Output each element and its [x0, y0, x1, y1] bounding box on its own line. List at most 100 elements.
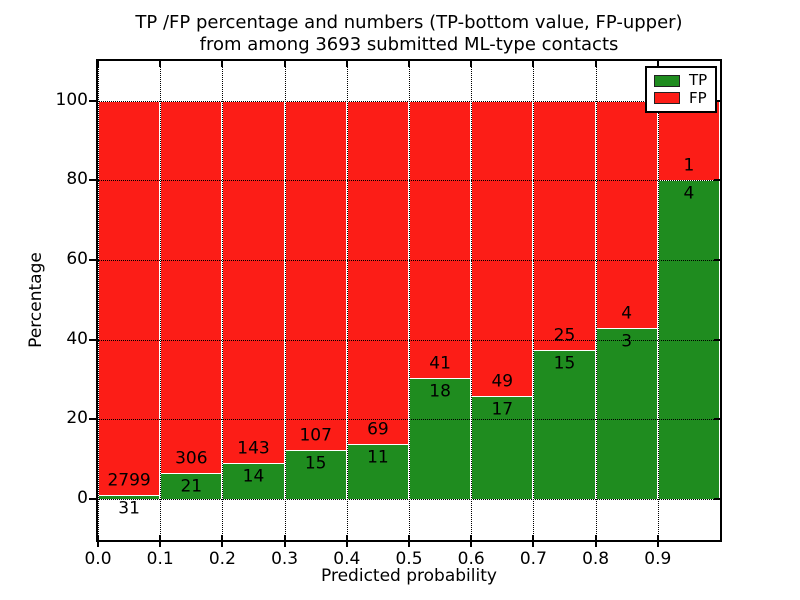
y-tick-label: 40	[66, 328, 88, 349]
y-tick-mark-right	[714, 99, 720, 102]
fp-bar-segment	[160, 100, 223, 474]
fp-count-label: 2799	[107, 470, 151, 491]
fp-count-label: 69	[367, 419, 389, 440]
tp-count-label: 11	[367, 447, 389, 468]
y-tick-mark	[89, 179, 98, 182]
x-tick-label: 0.5	[395, 549, 423, 569]
tp-bar-segment	[284, 450, 347, 499]
tp-legend-swatch	[654, 74, 680, 87]
tp-count-label: 3	[621, 331, 633, 352]
fp-count-label: 107	[299, 425, 332, 446]
fp-count-label: 25	[553, 325, 576, 346]
x-tick-label: 0.9	[644, 549, 672, 569]
tp-count-label: 15	[304, 453, 327, 474]
y-tick-mark-right	[714, 259, 720, 262]
x-tick-label: 0.8	[582, 549, 610, 569]
y-tick-mark	[89, 259, 98, 262]
y-tick-mark-right	[714, 338, 720, 341]
y-tick-mark	[89, 497, 98, 500]
tp-count-label: 14	[242, 466, 265, 487]
x-tick-mark-top	[532, 61, 535, 67]
fp-count-label: 49	[491, 371, 514, 392]
vertical-gridline	[160, 61, 162, 540]
x-tick-label: 0.3	[271, 549, 299, 569]
fp-bar-segment	[98, 100, 161, 495]
y-tick-label: 20	[66, 408, 88, 429]
chart-title-line2: from among 3693 submitted ML-type contac…	[199, 34, 619, 55]
x-tick-mark-top	[97, 61, 99, 67]
x-tick-mark	[345, 535, 348, 547]
y-tick-mark	[89, 418, 98, 421]
x-tick-mark-top	[345, 61, 348, 67]
tp-bar-segment	[471, 396, 534, 499]
x-tick-label: 0.0	[84, 549, 112, 569]
x-tick-mark	[221, 535, 224, 547]
fp-count-label: 143	[237, 438, 270, 459]
tp-count-label: 18	[429, 381, 451, 401]
y-tick-label: 60	[66, 249, 88, 270]
vertical-gridline	[533, 61, 535, 540]
fp-legend-swatch	[654, 92, 680, 105]
y-tick-mark-right	[714, 418, 720, 421]
vertical-gridline	[98, 61, 99, 540]
x-tick-label: 0.7	[519, 549, 547, 569]
y-tick-mark-right	[714, 179, 720, 182]
fp-count-label: 41	[429, 353, 451, 373]
y-tick-mark	[89, 338, 98, 341]
vertical-gridline	[346, 61, 348, 540]
y-tick-label: 80	[66, 169, 88, 190]
legend-entry: TP	[654, 73, 708, 88]
x-tick-mark	[159, 535, 162, 547]
fp-count-label: 4	[621, 303, 633, 324]
chart-title-line1: TP /FP percentage and numbers (TP-bottom…	[135, 12, 683, 33]
vertical-gridline	[657, 61, 659, 540]
vertical-gridline	[595, 61, 597, 540]
y-tick-mark-right	[714, 497, 720, 500]
x-tick-mark-top	[594, 61, 597, 67]
x-tick-mark	[470, 535, 473, 547]
y-tick-mark	[89, 99, 98, 102]
x-tick-mark-top	[221, 61, 224, 67]
x-tick-mark	[532, 535, 535, 547]
chart-title: TP /FP percentage and numbers (TP-bottom…	[96, 12, 722, 56]
fp-count-label: 306	[175, 448, 208, 469]
x-tick-mark	[594, 535, 597, 547]
fp-bar-segment	[346, 100, 409, 445]
x-tick-label: 0.1	[146, 549, 174, 569]
x-tick-mark	[408, 535, 410, 547]
tp-count-label: 15	[553, 353, 576, 374]
plot-area: 2799 31 306 21 143 14 107 15 69 11 41 18 49 17 25 15 4 3 1…	[56, 59, 722, 569]
tp-count-label: 4	[683, 183, 695, 204]
x-tick-label: 0.6	[457, 549, 485, 569]
tp-count-label: 31	[118, 498, 140, 519]
legend-label: TP	[689, 71, 708, 90]
x-tick-mark-top	[656, 61, 659, 67]
x-tick-mark	[97, 535, 99, 547]
fp-bar-segment	[284, 100, 347, 451]
vertical-gridline	[284, 61, 286, 540]
tp-bar-segment	[595, 328, 658, 499]
x-tick-label: 0.4	[333, 549, 361, 569]
tp-count-label: 21	[180, 476, 203, 497]
tp-bar-segment	[222, 463, 285, 499]
tp-bar-segment	[533, 349, 596, 499]
x-tick-mark	[656, 535, 659, 547]
x-tick-mark-top	[470, 61, 473, 67]
vertical-gridline	[471, 61, 473, 540]
tp-count-label: 17	[491, 399, 514, 420]
x-tick-mark	[283, 535, 286, 547]
x-tick-mark-top	[159, 61, 162, 67]
fp-bar-segment	[595, 100, 658, 329]
x-axis-title: Predicted probability	[321, 566, 497, 586]
y-tick-label: 100	[55, 89, 88, 110]
legend: TP FP	[645, 66, 717, 113]
fp-count-label: 1	[683, 155, 695, 176]
vertical-gridline	[409, 61, 410, 540]
legend-label: FP	[689, 88, 707, 107]
fp-bar-segment	[533, 100, 596, 350]
y-tick-label: 0	[77, 487, 88, 508]
x-tick-mark-top	[283, 61, 286, 67]
fp-bar-segment	[409, 100, 472, 378]
fp-bar-segment	[471, 100, 534, 397]
